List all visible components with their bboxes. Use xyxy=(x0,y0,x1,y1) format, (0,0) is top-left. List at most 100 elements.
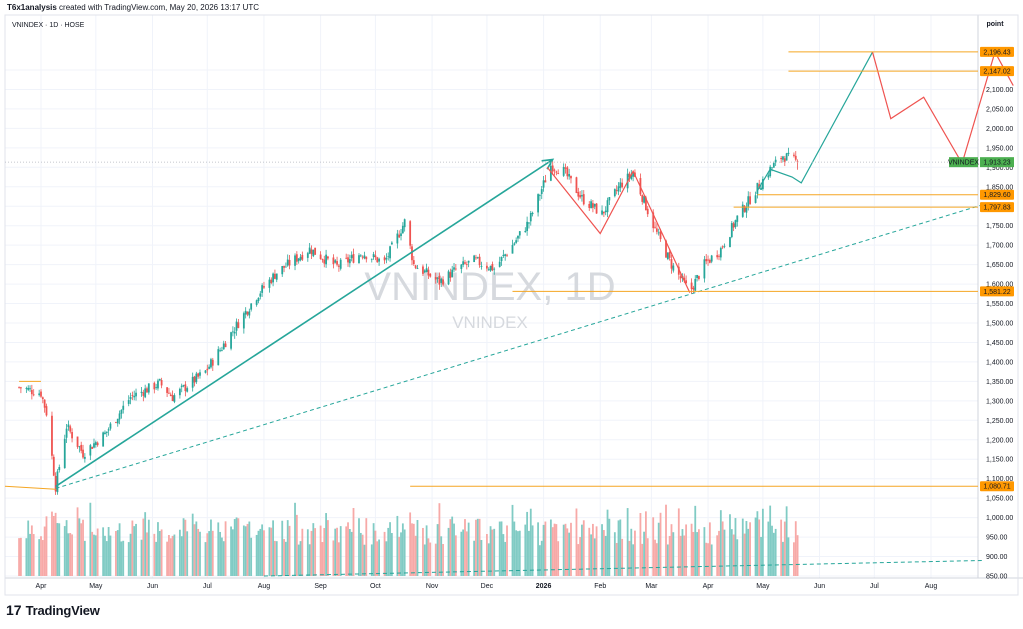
candle-body xyxy=(244,310,247,315)
volume-bar xyxy=(295,514,298,576)
volume-bar xyxy=(219,531,221,576)
volume-bar xyxy=(104,535,106,576)
volume-bar xyxy=(475,519,477,576)
volume-bar xyxy=(325,513,327,576)
volume-bar xyxy=(694,505,697,576)
volume-bar xyxy=(436,524,439,576)
candle-body xyxy=(361,256,364,258)
volume-bar xyxy=(641,543,644,576)
candle-body xyxy=(246,311,249,315)
candle-body xyxy=(588,204,591,208)
volume-bar xyxy=(794,521,797,576)
candle-body xyxy=(551,165,554,172)
candle-body xyxy=(255,300,258,305)
candle-body xyxy=(127,400,130,404)
volume-bar xyxy=(562,524,565,576)
candle-body xyxy=(604,210,607,213)
volume-bar xyxy=(489,526,492,576)
symbol-badge-label: VNINDEX xyxy=(948,160,979,167)
candle-body xyxy=(38,393,41,396)
volume-bar xyxy=(747,528,750,576)
volume-bar xyxy=(513,521,516,576)
volume-bar xyxy=(166,541,168,576)
candle-body xyxy=(553,169,556,171)
candle-body xyxy=(513,243,516,245)
volume-bar xyxy=(756,511,759,576)
candle-body xyxy=(310,249,313,255)
candle-body xyxy=(440,278,443,283)
price-tick-label: 1,650.00 xyxy=(986,262,1013,269)
volume-bar xyxy=(352,508,355,576)
candle-body xyxy=(434,276,437,280)
volume-bar xyxy=(679,535,682,576)
volume-bar xyxy=(716,535,719,576)
volume-bar xyxy=(723,529,726,576)
volume-bar xyxy=(396,515,399,576)
price-axis[interactable]: 850.00 900.00 950.00 1,000.00 1,050.00 1,100.… xyxy=(986,68,1013,581)
red-zigzag xyxy=(546,166,691,293)
volume-bar xyxy=(171,535,174,576)
candle-body xyxy=(93,443,95,448)
candle-body xyxy=(199,372,201,376)
time-axis[interactable]: Apr May Jun Jul Aug Sep Oct Nov Dec 2026 Feb Mar Apr… xyxy=(36,583,938,590)
volume-bar xyxy=(796,535,799,576)
candle-body xyxy=(288,259,291,266)
volume-bar xyxy=(127,542,130,576)
candle-body xyxy=(334,260,337,263)
candle-body xyxy=(436,277,439,279)
price-level-badge-label: 1,829.60 xyxy=(983,192,1010,199)
candle-body xyxy=(235,321,238,331)
chart-header: T6x1analysis created with TradingView.co… xyxy=(7,3,259,12)
price-badges: 2,196.43 2,147.02 1,829.60 1,797.83 1,581.22… xyxy=(5,46,1014,492)
price-level-badge-label: 2,147.02 xyxy=(983,69,1010,76)
candle-body xyxy=(749,196,751,204)
volume-bar xyxy=(387,527,390,576)
candle-body xyxy=(323,259,326,264)
time-tick-label: Feb xyxy=(594,583,606,590)
volume-bar xyxy=(621,538,624,576)
candle-body xyxy=(147,383,150,393)
volume-bar xyxy=(348,529,351,576)
candle-body xyxy=(730,223,733,238)
price-axis-title: point xyxy=(986,21,1004,28)
candle-body xyxy=(628,173,631,178)
candle-body xyxy=(184,384,187,392)
candle-body xyxy=(230,332,232,349)
time-tick-label: Oct xyxy=(370,583,381,590)
candle-body xyxy=(564,167,567,169)
candle-body xyxy=(707,259,709,261)
volume-bar xyxy=(718,530,720,576)
volume-bar xyxy=(38,539,41,576)
price-tick-label: 1,850.00 xyxy=(986,184,1013,191)
tradingview-mark-icon: 17 xyxy=(6,602,22,618)
volume-bar xyxy=(158,531,161,576)
price-tick-label: 950.00 xyxy=(986,535,1008,542)
volume-bar xyxy=(246,523,249,576)
candle-body xyxy=(425,268,428,273)
candle-body xyxy=(416,268,419,270)
candle-body xyxy=(206,368,209,371)
volume-bar xyxy=(705,542,708,576)
volume-bar xyxy=(568,532,571,576)
candle-body xyxy=(767,175,770,178)
volume-bar xyxy=(502,534,505,576)
volume-bar xyxy=(235,517,238,576)
candle-body xyxy=(668,252,671,258)
candle-body xyxy=(319,254,322,260)
candle-body xyxy=(487,269,490,271)
candle-body xyxy=(231,331,234,333)
volume-bar xyxy=(411,523,413,576)
candle-body xyxy=(489,265,492,271)
volume-bar xyxy=(672,532,675,576)
volume-bar xyxy=(178,529,181,576)
candle-body xyxy=(82,449,84,458)
volume-bar xyxy=(398,536,401,576)
volume-bar xyxy=(504,541,507,576)
volume-bar xyxy=(40,536,42,576)
price-tick-label: 1,350.00 xyxy=(986,379,1013,386)
candle-body xyxy=(63,438,66,469)
candle-body xyxy=(171,395,174,402)
tradingview-logo[interactable]: 17 TradingView xyxy=(6,602,100,618)
candle-body xyxy=(337,265,340,267)
